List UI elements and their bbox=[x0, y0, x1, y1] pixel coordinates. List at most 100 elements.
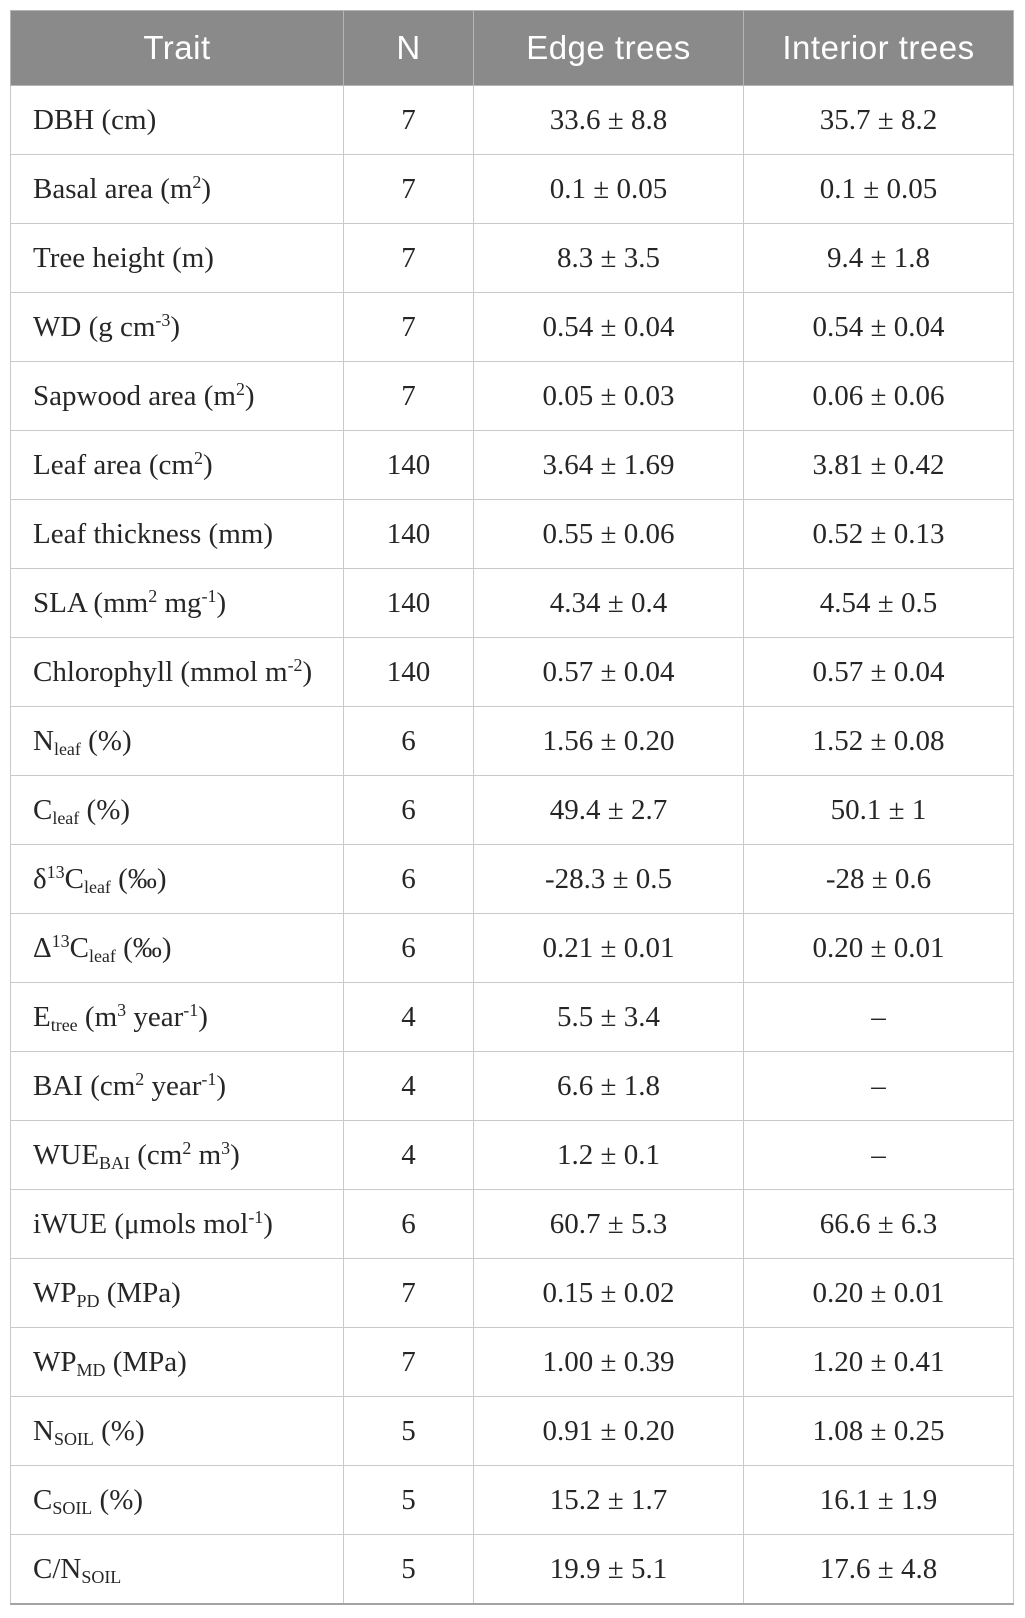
column-header-edge: Edge trees bbox=[473, 10, 744, 86]
n-cell: 7 bbox=[343, 1258, 474, 1328]
header-row: Trait N Edge trees Interior trees bbox=[10, 10, 1014, 86]
table-row: Tree height (m) 7 8.3 ± 3.5 9.4 ± 1.8 bbox=[10, 223, 1014, 293]
n-cell: 140 bbox=[343, 499, 474, 569]
n-cell: 7 bbox=[343, 292, 474, 362]
n-cell: 6 bbox=[343, 775, 474, 845]
table-row: δ13Cleaf (‰) 6 -28.3 ± 0.5 -28 ± 0.6 bbox=[10, 844, 1014, 914]
traits-table: Trait N Edge trees Interior trees DBH (c… bbox=[10, 10, 1014, 1605]
n-cell: 5 bbox=[343, 1396, 474, 1466]
edge-value-cell: 6.6 ± 1.8 bbox=[473, 1051, 744, 1121]
edge-value-cell: 4.34 ± 0.4 bbox=[473, 568, 744, 638]
edge-value-cell: 1.56 ± 0.20 bbox=[473, 706, 744, 776]
edge-value-cell: 49.4 ± 2.7 bbox=[473, 775, 744, 845]
trait-cell: Etree (m3 year-1) bbox=[10, 982, 344, 1052]
n-cell: 7 bbox=[343, 154, 474, 224]
n-cell: 140 bbox=[343, 637, 474, 707]
interior-value-cell: 1.52 ± 0.08 bbox=[743, 706, 1014, 776]
trait-cell: iWUE (μmols mol-1) bbox=[10, 1189, 344, 1259]
edge-value-cell: 8.3 ± 3.5 bbox=[473, 223, 744, 293]
n-cell: 7 bbox=[343, 1327, 474, 1397]
trait-cell: δ13Cleaf (‰) bbox=[10, 844, 344, 914]
trait-cell: NSOIL (%) bbox=[10, 1396, 344, 1466]
n-cell: 7 bbox=[343, 223, 474, 293]
n-cell: 140 bbox=[343, 568, 474, 638]
n-cell: 6 bbox=[343, 1189, 474, 1259]
trait-cell: Leaf thickness (mm) bbox=[10, 499, 344, 569]
trait-cell: WPPD (MPa) bbox=[10, 1258, 344, 1328]
n-cell: 6 bbox=[343, 706, 474, 776]
edge-value-cell: -28.3 ± 0.5 bbox=[473, 844, 744, 914]
n-cell: 5 bbox=[343, 1465, 474, 1535]
table-row: C/NSOIL 5 19.9 ± 5.1 17.6 ± 4.8 bbox=[10, 1534, 1014, 1605]
edge-value-cell: 1.2 ± 0.1 bbox=[473, 1120, 744, 1190]
n-cell: 7 bbox=[343, 361, 474, 431]
interior-value-cell: – bbox=[743, 1120, 1014, 1190]
edge-value-cell: 0.15 ± 0.02 bbox=[473, 1258, 744, 1328]
trait-cell: WD (g cm-3) bbox=[10, 292, 344, 362]
n-cell: 4 bbox=[343, 982, 474, 1052]
trait-cell: DBH (cm) bbox=[10, 85, 344, 155]
edge-value-cell: 0.54 ± 0.04 bbox=[473, 292, 744, 362]
interior-value-cell: 50.1 ± 1 bbox=[743, 775, 1014, 845]
interior-value-cell: 1.20 ± 0.41 bbox=[743, 1327, 1014, 1397]
interior-value-cell: 0.20 ± 0.01 bbox=[743, 1258, 1014, 1328]
interior-value-cell: -28 ± 0.6 bbox=[743, 844, 1014, 914]
traits-table-container: Trait N Edge trees Interior trees DBH (c… bbox=[10, 10, 1014, 1605]
trait-cell: C/NSOIL bbox=[10, 1534, 344, 1605]
trait-cell: Cleaf (%) bbox=[10, 775, 344, 845]
column-header-trait: Trait bbox=[10, 10, 344, 86]
interior-value-cell: 16.1 ± 1.9 bbox=[743, 1465, 1014, 1535]
edge-value-cell: 5.5 ± 3.4 bbox=[473, 982, 744, 1052]
edge-value-cell: 60.7 ± 5.3 bbox=[473, 1189, 744, 1259]
table-row: Chlorophyll (mmol m-2) 140 0.57 ± 0.04 0.57… bbox=[10, 637, 1014, 707]
interior-value-cell: 0.52 ± 0.13 bbox=[743, 499, 1014, 569]
interior-value-cell: 0.20 ± 0.01 bbox=[743, 913, 1014, 983]
column-header-interior: Interior trees bbox=[743, 10, 1014, 86]
trait-cell: Chlorophyll (mmol m-2) bbox=[10, 637, 344, 707]
trait-cell: BAI (cm2 year-1) bbox=[10, 1051, 344, 1121]
column-header-n: N bbox=[343, 10, 474, 86]
interior-value-cell: 9.4 ± 1.8 bbox=[743, 223, 1014, 293]
n-cell: 5 bbox=[343, 1534, 474, 1605]
table-row: WUEBAI (cm2 m3) 4 1.2 ± 0.1– bbox=[10, 1120, 1014, 1190]
edge-value-cell: 0.57 ± 0.04 bbox=[473, 637, 744, 707]
n-cell: 6 bbox=[343, 913, 474, 983]
trait-cell: Δ13Cleaf (‰) bbox=[10, 913, 344, 983]
table-row: SLA (mm2 mg-1) 140 4.34 ± 0.4 4.54 ± 0.5 bbox=[10, 568, 1014, 638]
interior-value-cell: – bbox=[743, 982, 1014, 1052]
table-row: Leaf thickness (mm) 140 0.55 ± 0.06 0.52 ± … bbox=[10, 499, 1014, 569]
interior-value-cell: 66.6 ± 6.3 bbox=[743, 1189, 1014, 1259]
trait-cell: Basal area (m2) bbox=[10, 154, 344, 224]
interior-value-cell: 35.7 ± 8.2 bbox=[743, 85, 1014, 155]
table-row: Sapwood area (m2) 7 0.05 ± 0.03 0.06 ± 0.06 bbox=[10, 361, 1014, 431]
trait-cell: Tree height (m) bbox=[10, 223, 344, 293]
edge-value-cell: 0.21 ± 0.01 bbox=[473, 913, 744, 983]
table-row: Etree (m3 year-1) 4 5.5 ± 3.4– bbox=[10, 982, 1014, 1052]
edge-value-cell: 3.64 ± 1.69 bbox=[473, 430, 744, 500]
trait-cell: SLA (mm2 mg-1) bbox=[10, 568, 344, 638]
trait-cell: WUEBAI (cm2 m3) bbox=[10, 1120, 344, 1190]
table-header: Trait N Edge trees Interior trees bbox=[10, 10, 1014, 86]
table-row: Δ13Cleaf (‰) 6 0.21 ± 0.01 0.20 ± 0.01 bbox=[10, 913, 1014, 983]
table-row: WPPD (MPa) 7 0.15 ± 0.02 0.20 ± 0.01 bbox=[10, 1258, 1014, 1328]
edge-value-cell: 19.9 ± 5.1 bbox=[473, 1534, 744, 1605]
edge-value-cell: 0.05 ± 0.03 bbox=[473, 361, 744, 431]
interior-value-cell: 0.54 ± 0.04 bbox=[743, 292, 1014, 362]
interior-value-cell: 0.57 ± 0.04 bbox=[743, 637, 1014, 707]
interior-value-cell: 4.54 ± 0.5 bbox=[743, 568, 1014, 638]
interior-value-cell: 0.06 ± 0.06 bbox=[743, 361, 1014, 431]
n-cell: 7 bbox=[343, 85, 474, 155]
table-row: NSOIL (%) 5 0.91 ± 0.20 1.08 ± 0.25 bbox=[10, 1396, 1014, 1466]
table-body: DBH (cm) 7 33.6 ± 8.8 35.7 ± 8.2 Basal area … bbox=[10, 85, 1014, 1605]
table-row: BAI (cm2 year-1) 4 6.6 ± 1.8– bbox=[10, 1051, 1014, 1121]
edge-value-cell: 0.91 ± 0.20 bbox=[473, 1396, 744, 1466]
n-cell: 140 bbox=[343, 430, 474, 500]
trait-cell: Sapwood area (m2) bbox=[10, 361, 344, 431]
n-cell: 6 bbox=[343, 844, 474, 914]
interior-value-cell: – bbox=[743, 1051, 1014, 1121]
table-row: Leaf area (cm2) 140 3.64 ± 1.69 3.81 ± 0.42 bbox=[10, 430, 1014, 500]
edge-value-cell: 1.00 ± 0.39 bbox=[473, 1327, 744, 1397]
trait-cell: Leaf area (cm2) bbox=[10, 430, 344, 500]
interior-value-cell: 3.81 ± 0.42 bbox=[743, 430, 1014, 500]
table-row: iWUE (μmols mol-1) 6 60.7 ± 5.3 66.6 ± 6.3 bbox=[10, 1189, 1014, 1259]
